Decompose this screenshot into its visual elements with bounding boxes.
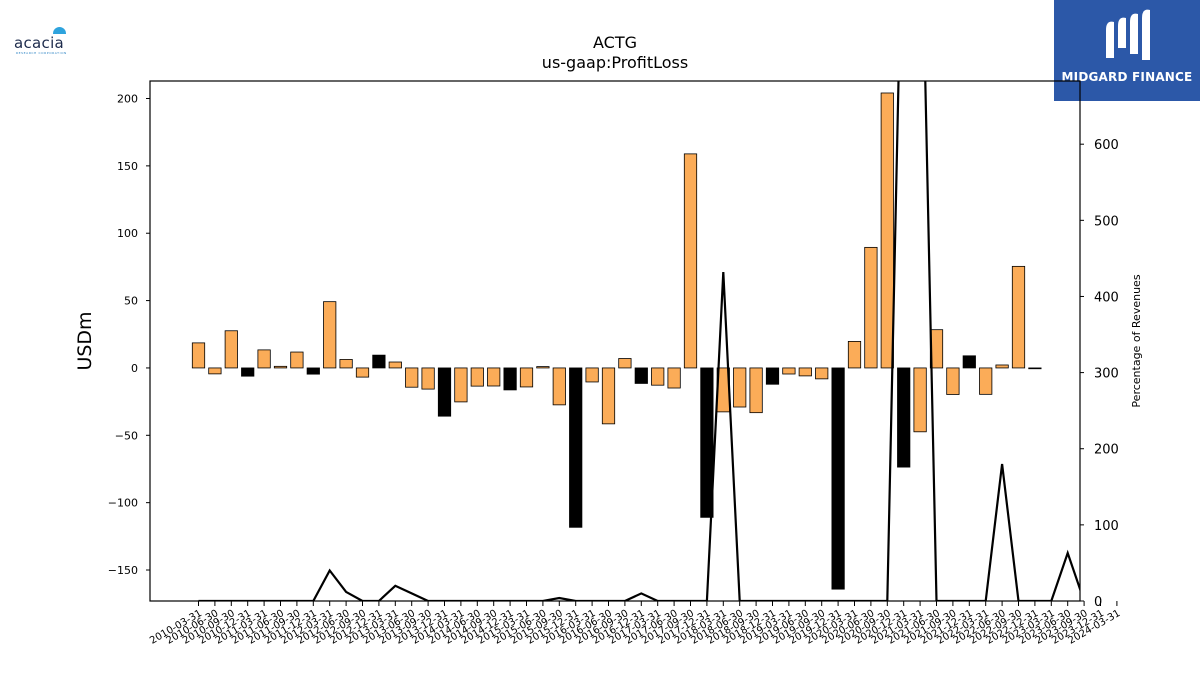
x-axis: 2010-03-312010-06-302010-09-302010-12-31… xyxy=(148,601,1122,647)
bar xyxy=(487,367,501,387)
bar xyxy=(552,367,566,406)
y-right-tick-label: 100 xyxy=(1094,519,1119,534)
bar xyxy=(503,367,517,391)
bar xyxy=(618,358,632,369)
y-right-tick-label: 200 xyxy=(1094,443,1119,458)
bar xyxy=(733,367,747,408)
bar xyxy=(306,367,320,375)
y-right-tick-label: 500 xyxy=(1094,214,1119,229)
bar xyxy=(355,367,370,378)
bar xyxy=(897,367,911,468)
y-right-tick-label: 300 xyxy=(1094,367,1119,382)
y-tick-label: −50 xyxy=(115,429,138,442)
bar xyxy=(601,367,616,425)
bar xyxy=(913,367,927,433)
bar xyxy=(634,367,648,384)
bar xyxy=(339,359,353,369)
bar xyxy=(1011,265,1026,369)
bar xyxy=(224,330,238,369)
y-tick-label: 200 xyxy=(117,93,138,106)
bar xyxy=(437,367,452,417)
chart-title: ACTG xyxy=(593,33,637,52)
bar xyxy=(470,367,484,387)
bar xyxy=(815,367,829,380)
bar xyxy=(421,367,435,390)
bar xyxy=(880,92,894,369)
y-tick-label: 150 xyxy=(117,160,138,173)
y-tick-label: 100 xyxy=(117,227,138,240)
bar xyxy=(257,349,271,369)
bar xyxy=(388,361,402,369)
bar xyxy=(585,367,599,383)
line-layer xyxy=(198,81,1080,601)
midgard-logo-mark xyxy=(1106,9,1150,60)
bar xyxy=(519,367,534,388)
acacia-logo-mark xyxy=(53,27,66,34)
plot-frame xyxy=(149,80,1081,602)
y-axis-label-right: Percentage of Revenues xyxy=(1130,274,1143,407)
left-axis: −150 −100 −50 0 50 100 150 200 xyxy=(108,93,150,577)
bar xyxy=(946,367,960,395)
y-tick-label: −150 xyxy=(108,564,138,577)
acacia-logo-word: acacia xyxy=(14,34,65,52)
bar xyxy=(962,355,976,369)
bar xyxy=(241,367,255,377)
bar xyxy=(782,367,796,375)
bar xyxy=(405,367,419,388)
bar xyxy=(273,365,288,369)
midgard-logo-word: MIDGARD FINANCE xyxy=(1061,70,1193,84)
y-right-tick-label: 0 xyxy=(1094,595,1102,610)
right-axis: 0 100 200 300 400 500 600 xyxy=(1080,138,1119,610)
bar xyxy=(831,367,845,590)
bar xyxy=(700,367,714,518)
bar xyxy=(683,153,698,369)
bar xyxy=(290,351,304,369)
bar xyxy=(864,246,878,369)
bar xyxy=(191,342,206,369)
chart-subtitle: us-gaap:ProfitLoss xyxy=(542,53,688,72)
bar xyxy=(569,367,583,528)
bar xyxy=(651,367,665,386)
bar xyxy=(749,367,763,414)
bar xyxy=(1028,367,1042,370)
bar xyxy=(995,364,1009,369)
acacia-logo: acacia RESEARCH CORPORATION xyxy=(14,26,78,56)
bar xyxy=(847,341,862,369)
bar xyxy=(323,301,337,369)
y-tick-label: 50 xyxy=(124,295,138,308)
y-axis-label: USDm xyxy=(74,311,96,370)
bar xyxy=(536,366,550,369)
bars-layer xyxy=(191,92,1042,590)
bar xyxy=(667,367,681,389)
bar xyxy=(765,367,780,385)
bar xyxy=(454,367,468,403)
bar xyxy=(372,354,386,369)
y-right-tick-label: 600 xyxy=(1094,138,1119,153)
bar xyxy=(208,367,222,375)
midgard-finance-logo: MIDGARD FINANCE xyxy=(1054,0,1200,101)
bar xyxy=(798,367,812,377)
y-tick-label: 0 xyxy=(131,362,138,375)
y-right-tick-label: 400 xyxy=(1094,290,1119,305)
percentage-line xyxy=(198,81,1080,601)
y-tick-label: −100 xyxy=(108,497,138,510)
bar xyxy=(979,367,993,395)
acacia-logo-sub: RESEARCH CORPORATION xyxy=(16,51,67,55)
